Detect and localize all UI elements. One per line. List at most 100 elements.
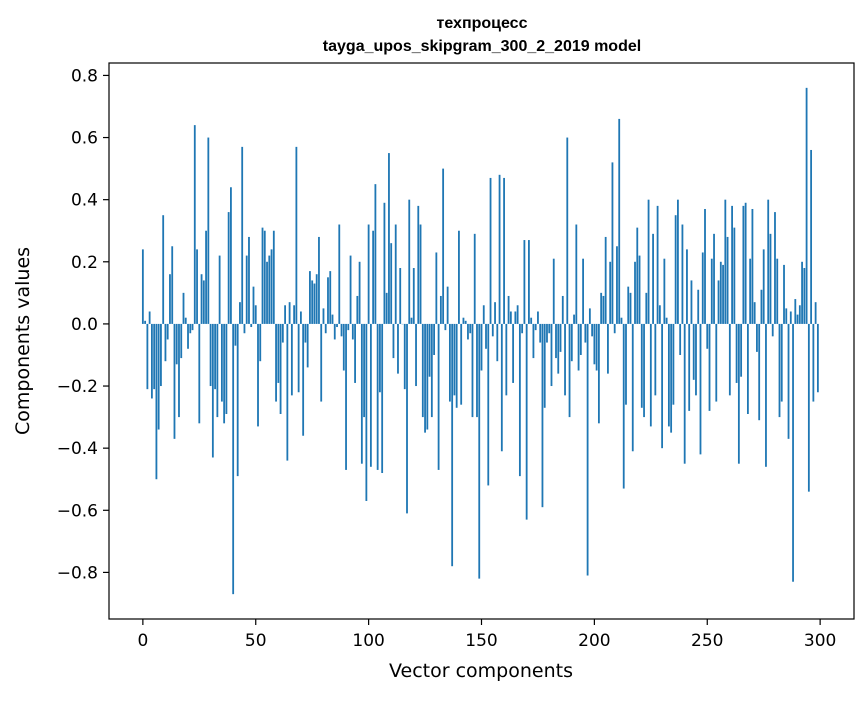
bar-214 [625, 324, 627, 405]
bar-241 [686, 249, 688, 324]
bar-253 [713, 234, 715, 324]
bar-63 [284, 305, 286, 324]
bar-152 [485, 324, 487, 349]
bar-67 [293, 305, 295, 324]
bar-268 [747, 324, 749, 414]
bar-48 [250, 324, 252, 327]
bar-281 [776, 259, 778, 324]
bar-139 [456, 324, 458, 408]
bar-189 [569, 324, 571, 417]
bar-249 [704, 209, 706, 324]
bar-39 [230, 187, 232, 324]
bar-171 [528, 240, 530, 324]
bar-215 [627, 287, 629, 324]
bar-229 [659, 305, 661, 324]
bar-61 [280, 324, 282, 414]
bar-180 [548, 324, 550, 333]
bar-32 [214, 324, 216, 389]
bar-77 [316, 274, 318, 324]
bar-107 [384, 203, 386, 324]
bar-291 [799, 305, 801, 324]
bar-146 [472, 324, 474, 417]
bar-160 [503, 178, 505, 324]
bar-12 [169, 274, 171, 324]
bar-43 [239, 302, 241, 324]
bar-1 [144, 321, 146, 324]
bar-7 [158, 324, 160, 430]
bar-82 [327, 277, 329, 324]
bar-34 [219, 256, 221, 324]
bar-299 [817, 324, 819, 392]
bar-68 [295, 147, 297, 324]
bar-155 [492, 324, 494, 336]
bar-213 [623, 324, 625, 489]
bar-125 [424, 324, 426, 433]
bar-120 [413, 268, 415, 324]
bar-65 [289, 302, 291, 324]
bar-221 [641, 324, 643, 408]
bar-162 [508, 296, 510, 324]
bar-246 [697, 290, 699, 324]
y-axis-ticks: −0.8−0.6−0.4−0.20.00.20.40.60.8 [57, 66, 109, 583]
bar-178 [544, 324, 546, 408]
bar-81 [325, 324, 327, 333]
bar-185 [560, 324, 562, 352]
bar-103 [374, 184, 376, 324]
bar-53 [262, 228, 264, 324]
bar-164 [512, 324, 514, 383]
bar-16 [178, 324, 180, 417]
bar-217 [632, 324, 634, 451]
bar-74 [309, 271, 311, 324]
bar-78 [318, 237, 320, 324]
bar-193 [578, 324, 580, 371]
bar-133 [442, 169, 444, 324]
bar-0 [142, 249, 144, 324]
bar-47 [248, 237, 250, 324]
bar-196 [584, 324, 586, 343]
bar-126 [426, 324, 428, 430]
bar-190 [571, 324, 573, 361]
bar-157 [496, 324, 498, 361]
bar-245 [695, 324, 697, 395]
bar-116 [404, 324, 406, 389]
bar-154 [490, 178, 492, 324]
bar-141 [460, 324, 462, 405]
bar-283 [781, 324, 783, 402]
y-tick-label: 0.0 [71, 315, 98, 335]
bar-173 [533, 324, 535, 358]
bar-84 [332, 315, 334, 324]
bar-14 [174, 324, 176, 439]
bar-220 [639, 256, 641, 324]
bar-202 [598, 324, 600, 423]
bar-186 [562, 296, 564, 324]
bar-54 [264, 231, 266, 324]
bar-19 [185, 318, 187, 324]
bar-122 [417, 206, 419, 324]
bar-83 [329, 271, 331, 324]
bar-262 [733, 228, 735, 324]
bar-123 [420, 225, 422, 324]
bar-17 [180, 324, 182, 358]
bar-112 [395, 225, 397, 324]
x-tick-label: 200 [578, 631, 610, 651]
bar-209 [614, 324, 616, 333]
bar-163 [510, 311, 512, 323]
bar-201 [596, 324, 598, 371]
bar-275 [763, 249, 765, 324]
bar-57 [271, 249, 273, 324]
bar-38 [228, 212, 230, 324]
bar-248 [702, 252, 704, 323]
bar-210 [616, 246, 618, 324]
bar-284 [783, 265, 785, 324]
bar-15 [176, 324, 178, 364]
bar-267 [745, 203, 747, 324]
bar-106 [381, 324, 383, 473]
bar-290 [797, 315, 799, 324]
bar-263 [736, 324, 738, 383]
bar-250 [706, 324, 708, 349]
bar-235 [672, 324, 674, 405]
bar-197 [587, 324, 589, 576]
bar-294 [806, 88, 808, 324]
